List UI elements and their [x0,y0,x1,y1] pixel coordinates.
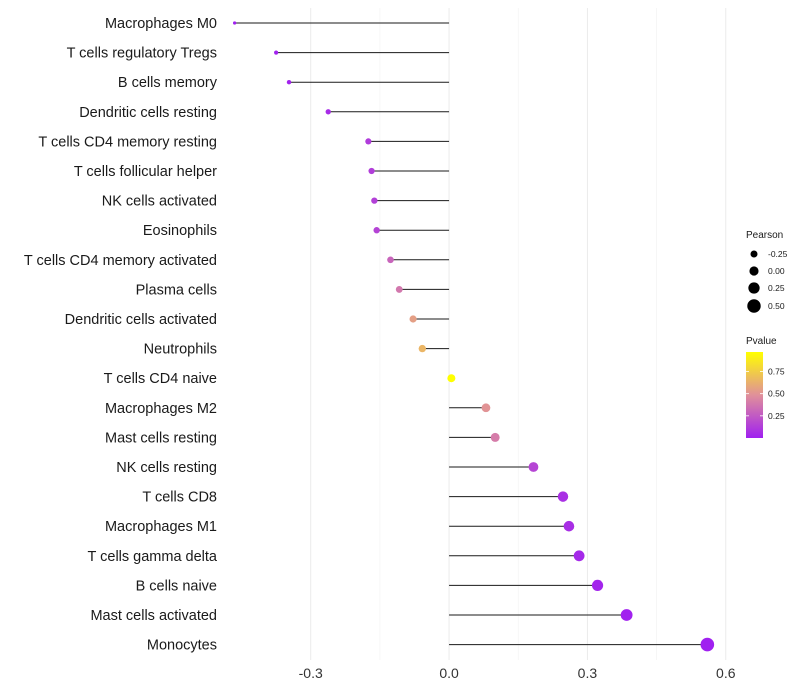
category-label: Dendritic cells activated [65,312,217,328]
lollipop-dot [418,344,426,353]
lollipop-dot [387,256,394,264]
size-legend-label: -0.25 [768,249,788,259]
x-axis-ticks: -0.3 0.0 0.3 0.6 [299,665,736,681]
lollipop-dot [232,21,237,25]
category-label: T cells follicular helper [74,164,217,180]
category-label: NK cells resting [116,460,217,476]
category-label: T cells CD4 naive [104,371,217,387]
lollipop-dot [371,197,378,204]
lollipop-dot [447,374,456,383]
category-label: T cells CD8 [142,490,217,506]
lollipop-dot [368,167,375,175]
category-label: T cells CD4 memory activated [24,253,217,269]
color-legend-title: Pvalue [746,336,777,347]
category-label: Mast cells resting [105,430,217,446]
lollipop-dot [325,109,331,115]
size-legend-dot [747,299,761,313]
lollipop-dot [481,403,491,413]
color-legend-label: 0.25 [768,411,785,421]
category-label: T cells CD4 memory resting [38,134,217,150]
color-legend-bar [746,352,763,438]
category-label: Plasma cells [136,282,217,298]
lollipop-dot [490,432,500,442]
size-legend-label: 0.25 [768,283,785,293]
lollipop-dot [365,138,372,145]
lollipop-dots [232,21,715,652]
color-legend-label: 0.50 [768,389,785,399]
category-label: B cells memory [118,75,218,91]
category-label: Monocytes [147,638,217,654]
lollipop-dot [700,637,715,652]
size-legend-dot [748,282,760,294]
size-legend-label: 0.00 [768,266,785,276]
category-label: Eosinophils [143,223,217,239]
x-tick-label: -0.3 [299,665,323,681]
lollipop-stems [234,22,708,646]
lollipop-dot [395,285,403,293]
x-tick-label: 0.6 [716,665,736,681]
lollipop-dot [563,520,575,532]
size-legend-dot [750,250,758,258]
category-label: T cells gamma delta [88,549,218,565]
lollipop-dot [274,50,279,55]
color-legend-label: 0.75 [768,367,785,377]
legend: Pearson Pvalue -0.25 0.00 0.25 0.50 0.25 0.50… [746,230,788,438]
x-tick-label: 0.0 [439,665,459,681]
category-label: Mast cells activated [90,608,217,624]
category-labels: Macrophages M0 T cells regulatory Tregs B … [24,16,218,654]
category-label: Macrophages M2 [105,401,217,417]
category-label: Dendritic cells resting [79,105,217,121]
x-tick-label: 0.3 [578,665,598,681]
lollipop-dot [286,79,292,85]
lollipop-dot [373,227,380,234]
lollipop-dot [409,315,417,323]
lollipop-dot [528,462,539,472]
lollipop-dot [573,550,585,562]
category-label: NK cells activated [102,194,217,210]
size-legend-title: Pearson [746,230,783,241]
category-label: Macrophages M1 [105,519,217,535]
grid-lines [310,8,727,660]
category-label: T cells regulatory Tregs [67,46,217,62]
category-label: B cells naive [136,578,217,594]
category-label: Neutrophils [144,342,217,358]
lollipop-dot [620,609,633,621]
category-label: Macrophages M0 [105,16,217,32]
lollipop-dot [591,579,604,591]
lollipop-dot [557,491,569,502]
size-legend-label: 0.50 [768,301,785,311]
size-legend-dot [749,266,759,276]
